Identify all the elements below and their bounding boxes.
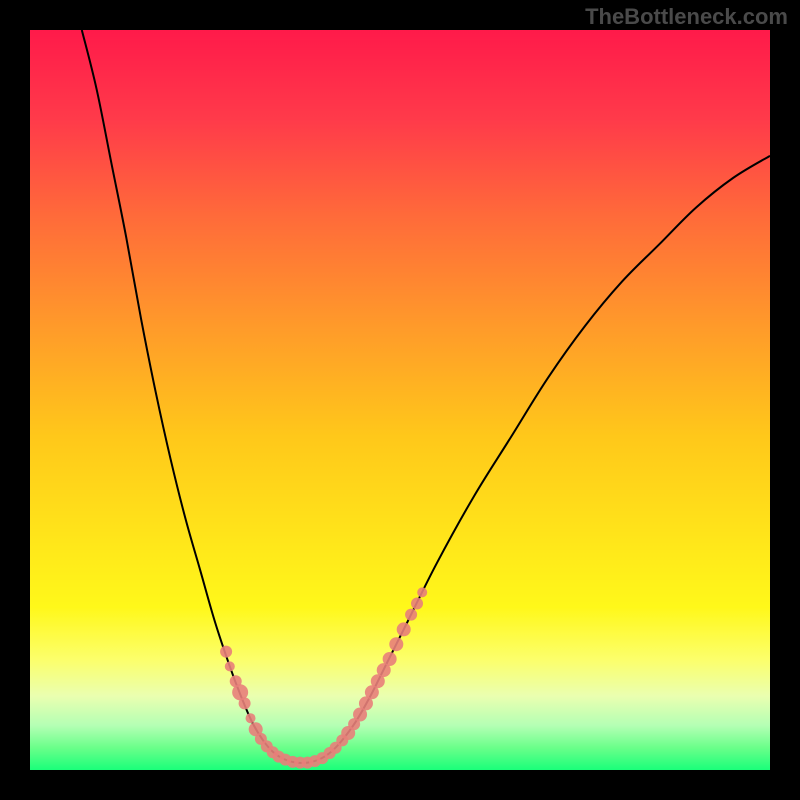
watermark-text: TheBottleneck.com [585, 4, 788, 30]
gradient-background [30, 30, 770, 770]
data-marker [389, 637, 403, 651]
data-marker [239, 697, 251, 709]
data-marker [225, 661, 235, 671]
data-marker [246, 713, 256, 723]
data-marker [383, 652, 397, 666]
data-marker [220, 646, 232, 658]
data-marker [397, 622, 411, 636]
bottleneck-curve-chart [30, 30, 770, 770]
data-marker [405, 609, 417, 621]
plot-area [30, 30, 770, 770]
data-marker [417, 587, 427, 597]
data-marker [411, 598, 423, 610]
